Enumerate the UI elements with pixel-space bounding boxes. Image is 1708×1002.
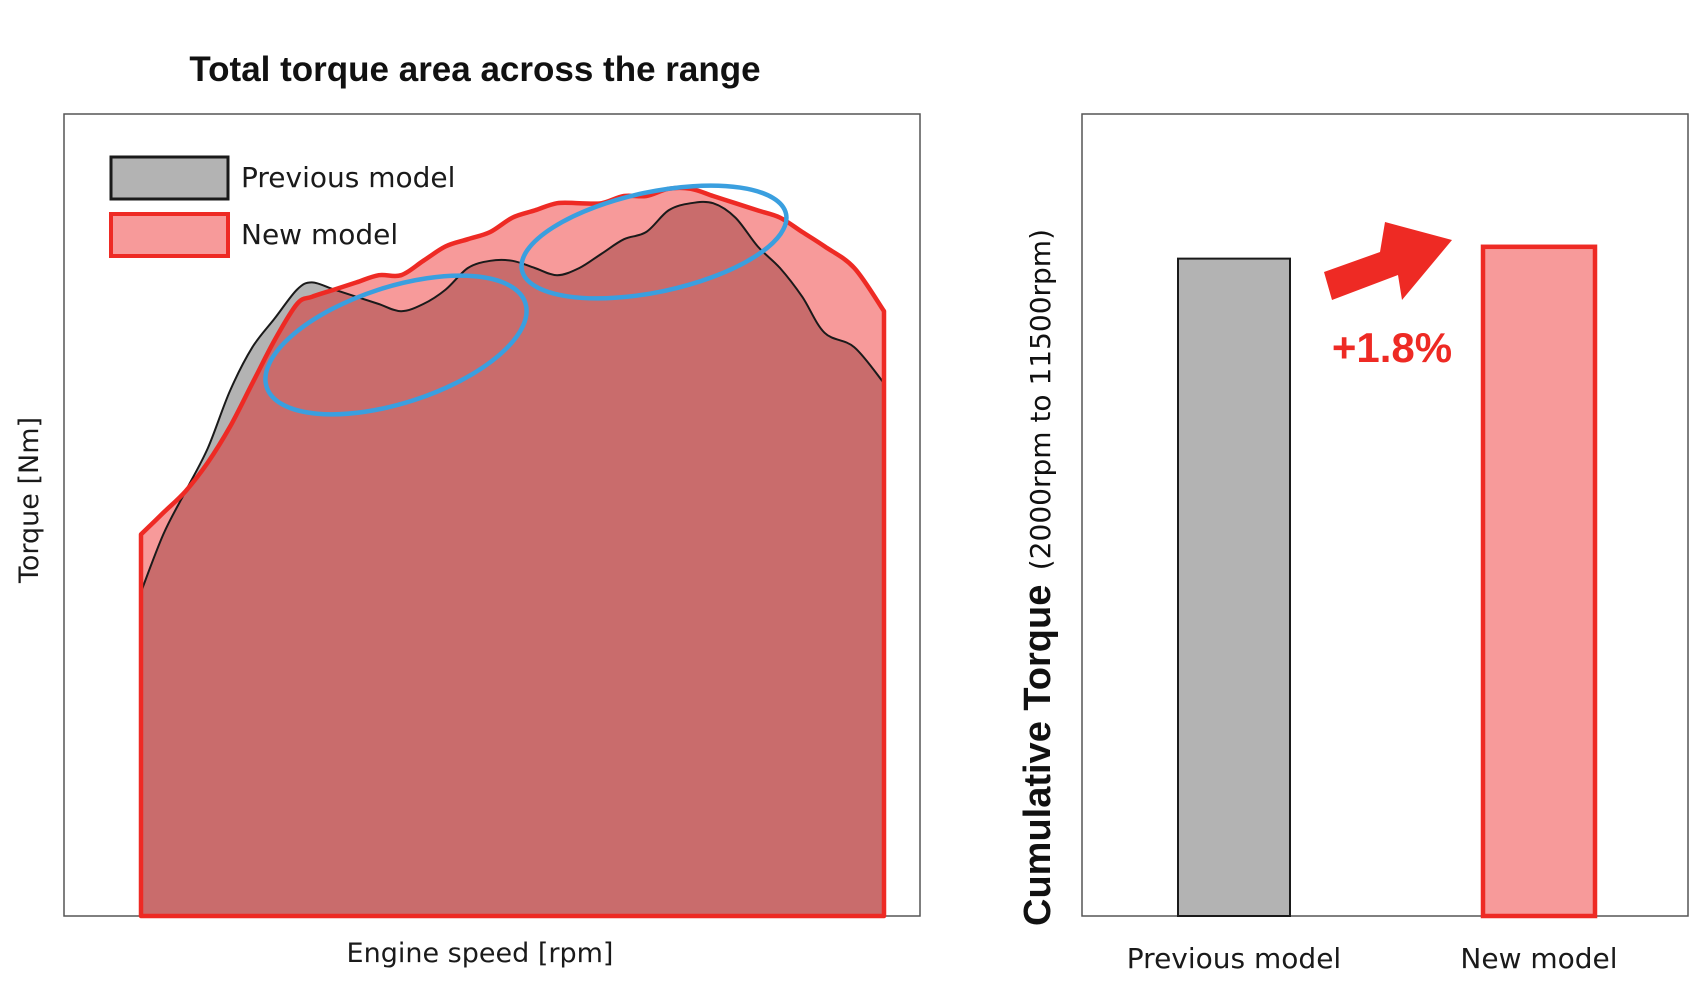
y-axis-label: Cumulative Torque (2000rpm to 11500rpm): [1017, 229, 1059, 926]
y-axis-label-range: (2000rpm to 11500rpm): [1024, 229, 1057, 570]
series-line-previous-model: [140, 200, 885, 593]
bar-previous-model: [1177, 257, 1291, 918]
plot-frame: [1081, 113, 1689, 917]
series-area-overlap: [141, 201, 884, 916]
legend-swatch-new-model: [109, 212, 230, 258]
percentage-increase-label: +1.8%: [1332, 324, 1452, 371]
y-axis-label-main: Cumulative Torque: [1017, 585, 1059, 926]
bar-new-model: [1480, 244, 1598, 919]
chart-title: Total torque area across the range: [189, 50, 760, 89]
series-outline-new-model: [138, 185, 887, 919]
highlight-ellipses: [263, 183, 789, 417]
highlight-ellipse-upper-range: [519, 183, 789, 301]
x-axis-label: Engine speed [rpm]: [347, 938, 614, 969]
increase-arrow-icon: [1324, 222, 1452, 300]
legend: Previous model New model: [109, 155, 455, 258]
x-tick-label-new-model: New model: [1460, 942, 1617, 975]
area-series-group: [138, 185, 887, 919]
cumulative-torque-bar-chart: Previous model New model Cumulative Torq…: [1017, 113, 1689, 975]
legend-label-new-model: New model: [241, 218, 398, 251]
bar-group: [1177, 244, 1598, 919]
x-tick-label-previous-model: Previous model: [1127, 942, 1341, 975]
torque-area-chart: Total torque area across the range Previ…: [14, 50, 921, 969]
y-axis-label: Torque [Nm]: [14, 417, 45, 584]
highlight-ellipse-mid-range: [263, 273, 529, 417]
legend-label-previous-model: Previous model: [241, 161, 455, 194]
legend-swatch-previous-model: [109, 155, 230, 201]
